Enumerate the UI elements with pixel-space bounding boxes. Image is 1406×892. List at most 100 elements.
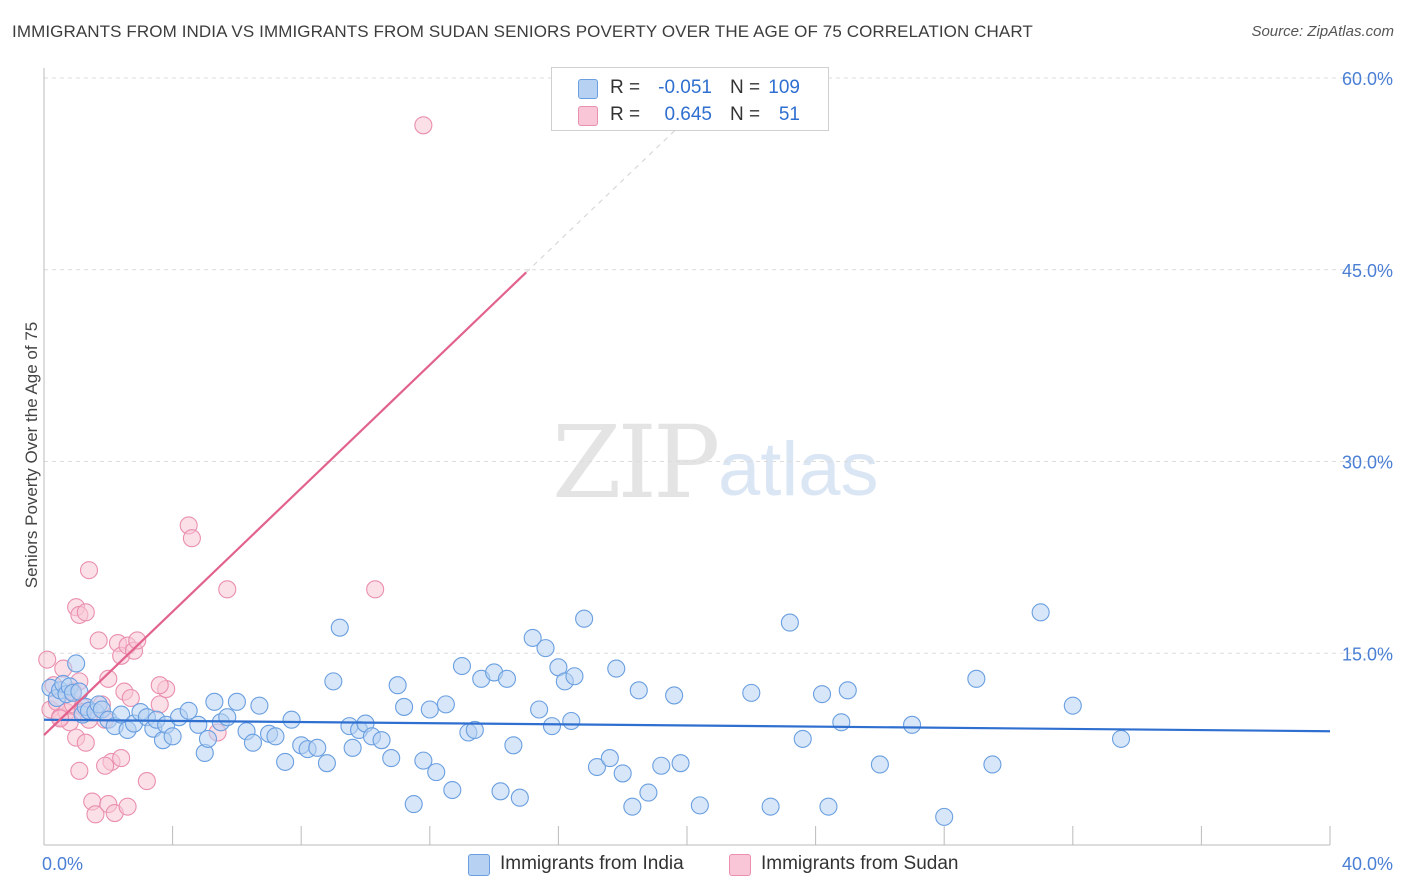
india-point (317, 754, 336, 773)
india-legend-swatch (468, 854, 490, 876)
india-r-value: -0.051 (658, 77, 712, 98)
series-india-points (41, 603, 1131, 826)
india-point (665, 686, 684, 705)
watermark-atlas: atlas (718, 427, 879, 512)
tick-labels: 15.0% 30.0% 45.0% 60.0% 0.0% 40.0% (42, 69, 1393, 874)
india-point (395, 697, 414, 716)
india-point (819, 797, 838, 816)
india-point (565, 667, 584, 686)
sudan-r-label: R = (610, 104, 641, 125)
sudan-point (89, 631, 108, 650)
sudan-point (79, 561, 99, 580)
legend-row-sudan: R = 0.645 N = 51 (552, 103, 828, 129)
sudan-point (70, 761, 89, 780)
india-point (324, 672, 343, 691)
india-point (1063, 696, 1082, 715)
india-point (639, 783, 658, 802)
india-point (983, 755, 1002, 774)
india-point (266, 727, 285, 746)
watermark-zip: ZIP (552, 404, 720, 521)
india-point (427, 763, 446, 782)
india-point (67, 654, 86, 673)
india-point (404, 795, 423, 814)
india-point (742, 683, 761, 702)
sudan-r-value: 0.645 (664, 104, 712, 125)
india-point (163, 727, 182, 746)
india-point (935, 807, 954, 826)
sudan-point (38, 650, 57, 669)
sudan-legend-swatch (729, 854, 751, 876)
india-point (504, 736, 523, 755)
india-point (330, 618, 349, 637)
india-point (227, 692, 246, 711)
india-point (967, 669, 986, 688)
india-point (179, 701, 198, 720)
india-point (420, 700, 439, 719)
india-point (70, 682, 89, 701)
india-point (452, 656, 472, 676)
sudan-swatch (578, 106, 598, 126)
india-point (600, 749, 619, 768)
sudan-n-value: 51 (778, 104, 800, 125)
india-point (523, 628, 542, 647)
india-point (542, 717, 562, 736)
india-point (575, 609, 594, 628)
sudan-point (96, 756, 115, 775)
sudan-n-label: N = (730, 104, 761, 125)
india-point (282, 710, 301, 729)
india-point (1111, 729, 1131, 748)
india-swatch (578, 79, 598, 99)
sudan-point (366, 580, 385, 599)
india-point (343, 738, 362, 757)
india-point (308, 738, 327, 757)
india-point (414, 751, 433, 770)
correlation-legend: R = -0.051 N = 109 R = 0.645 N = 51 (551, 67, 829, 131)
india-point (497, 669, 517, 688)
y-tick-label: 60.0% (1342, 69, 1393, 89)
india-point (870, 755, 889, 774)
y-tick-label: 15.0% (1342, 644, 1393, 664)
india-point (1031, 603, 1050, 622)
india-point (838, 681, 857, 700)
india-point (465, 720, 484, 740)
india-point (812, 685, 832, 704)
india-point (276, 752, 295, 771)
chart-title: IMMIGRANTS FROM INDIA VS IMMIGRANTS FROM… (12, 22, 1033, 41)
sudan-point (121, 688, 140, 708)
india-point (607, 659, 626, 678)
sudan-point (99, 669, 118, 688)
india-point (112, 705, 131, 724)
india-point (198, 729, 218, 748)
india-point (530, 700, 549, 719)
india-point (243, 733, 263, 752)
x-tick-label-min: 0.0% (42, 854, 83, 874)
grid-lines (44, 77, 1392, 654)
india-point (902, 715, 922, 734)
sudan-point (150, 676, 169, 695)
sudan-point (76, 733, 95, 752)
india-point (388, 676, 407, 695)
india-point (690, 796, 709, 815)
sudan-point (128, 631, 147, 650)
india-r-label: R = (610, 77, 641, 98)
sudan-point (137, 772, 156, 791)
india-point (832, 713, 851, 732)
india-point (250, 696, 269, 715)
india-point (536, 639, 555, 658)
india-point (443, 780, 462, 800)
india-point (491, 782, 510, 801)
india-point (510, 788, 529, 807)
y-axis-label: Seniors Poverty Over the Age of 75 (22, 322, 41, 588)
india-point (761, 797, 780, 816)
sudan-point (150, 695, 169, 714)
india-point (613, 764, 632, 783)
india-point (562, 711, 581, 731)
india-n-value: 109 (768, 77, 800, 98)
india-point (652, 756, 671, 775)
india-point (793, 729, 812, 748)
source-label: Source: ZipAtlas.com (1251, 23, 1394, 40)
sudan-point (86, 805, 105, 824)
india-point (205, 692, 224, 711)
sudan-point (76, 603, 95, 622)
